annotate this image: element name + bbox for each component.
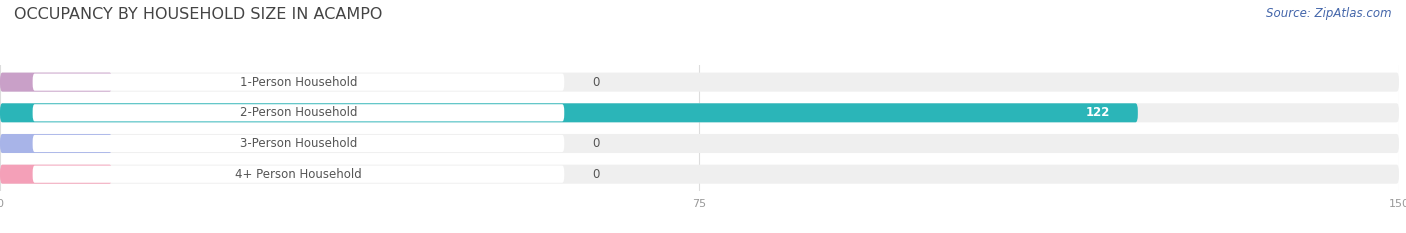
FancyBboxPatch shape — [0, 134, 1399, 153]
FancyBboxPatch shape — [0, 103, 1137, 122]
Text: Source: ZipAtlas.com: Source: ZipAtlas.com — [1267, 7, 1392, 20]
Text: 4+ Person Household: 4+ Person Household — [235, 168, 361, 181]
FancyBboxPatch shape — [32, 166, 564, 183]
FancyBboxPatch shape — [32, 104, 564, 121]
Text: 0: 0 — [592, 137, 599, 150]
Text: 122: 122 — [1085, 106, 1109, 119]
Text: 2-Person Household: 2-Person Household — [239, 106, 357, 119]
Text: 0: 0 — [592, 168, 599, 181]
Text: 1-Person Household: 1-Person Household — [239, 76, 357, 89]
FancyBboxPatch shape — [0, 134, 112, 153]
Text: OCCUPANCY BY HOUSEHOLD SIZE IN ACAMPO: OCCUPANCY BY HOUSEHOLD SIZE IN ACAMPO — [14, 7, 382, 22]
FancyBboxPatch shape — [0, 73, 1399, 92]
FancyBboxPatch shape — [0, 165, 112, 184]
Text: 0: 0 — [592, 76, 599, 89]
FancyBboxPatch shape — [32, 135, 564, 152]
FancyBboxPatch shape — [32, 74, 564, 91]
Text: 3-Person Household: 3-Person Household — [240, 137, 357, 150]
FancyBboxPatch shape — [0, 165, 1399, 184]
FancyBboxPatch shape — [0, 103, 1399, 122]
FancyBboxPatch shape — [0, 73, 112, 92]
